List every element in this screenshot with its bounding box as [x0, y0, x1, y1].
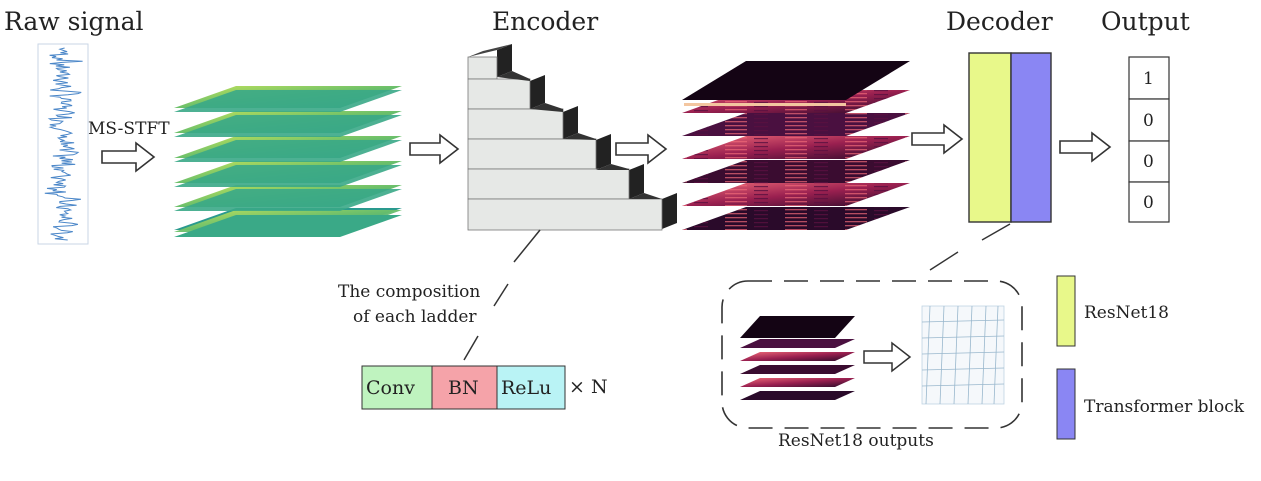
feature-map-stack [682, 61, 910, 230]
output-cell [1128, 140, 1170, 183]
output-vector: 1 0 0 0 [1128, 56, 1170, 223]
arrow-decoder-icon [911, 123, 964, 155]
output-title: Output [1101, 7, 1190, 36]
bn-block [431, 365, 498, 410]
inset-leader-line [981, 223, 1011, 241]
arrow-stft-icon [101, 141, 156, 173]
output-value: 0 [1143, 152, 1154, 172]
relu-block-label: ReLu [501, 377, 551, 399]
repeat-n-label: × N [569, 376, 608, 398]
spectrogram-stack [174, 86, 402, 237]
decoder-resnet18-block [968, 52, 1012, 223]
arrow-features-icon [615, 133, 668, 165]
legend-swatch-transformer [1056, 368, 1076, 440]
ladder-leader-line-2 [493, 283, 509, 307]
conv-block [361, 365, 433, 410]
output-value: 1 [1143, 69, 1154, 89]
arrow-encoder-icon [409, 133, 460, 165]
ms-stft-label: MS-STFT [88, 119, 170, 139]
ladder-composition: Conv BN ReLu × N [361, 365, 608, 410]
conv-block-label: Conv [366, 377, 415, 399]
output-value: 0 [1143, 193, 1154, 213]
inset-caption: ResNet18 outputs [778, 431, 934, 451]
legend-label-resnet18: ResNet18 [1084, 303, 1169, 323]
decoder-transformer-block [1010, 52, 1052, 223]
encoder-ladder [467, 44, 677, 231]
decoder-block [968, 52, 1052, 223]
composition-label-line2: of each ladder [353, 307, 477, 327]
raw-signal-waveform [37, 43, 89, 245]
encoder-title: Encoder [492, 7, 598, 36]
arrow-output-icon [1059, 131, 1112, 163]
resnet18-outputs-inset: ResNet18 outputs [721, 223, 1023, 451]
attention-grid-icon [921, 305, 1005, 405]
output-cell [1128, 181, 1170, 223]
bn-block-label: BN [448, 377, 479, 399]
legend: ResNet18 Transformer block [1056, 275, 1245, 440]
ladder-leader-line-3 [463, 335, 479, 361]
output-cell [1128, 56, 1170, 100]
relu-block [496, 365, 566, 410]
composition-label-line1: The composition [338, 282, 480, 302]
legend-label-transformer: Transformer block [1084, 397, 1245, 417]
inset-leader-line [929, 251, 959, 271]
inset-dashed-frame [721, 280, 1023, 429]
raw-signal-title: Raw signal [4, 7, 143, 36]
legend-swatch-resnet18 [1056, 275, 1076, 347]
inset-arrow-icon [863, 341, 912, 373]
decoder-title: Decoder [946, 7, 1053, 36]
ladder-leader-line [513, 229, 541, 263]
output-value: 0 [1143, 111, 1154, 131]
